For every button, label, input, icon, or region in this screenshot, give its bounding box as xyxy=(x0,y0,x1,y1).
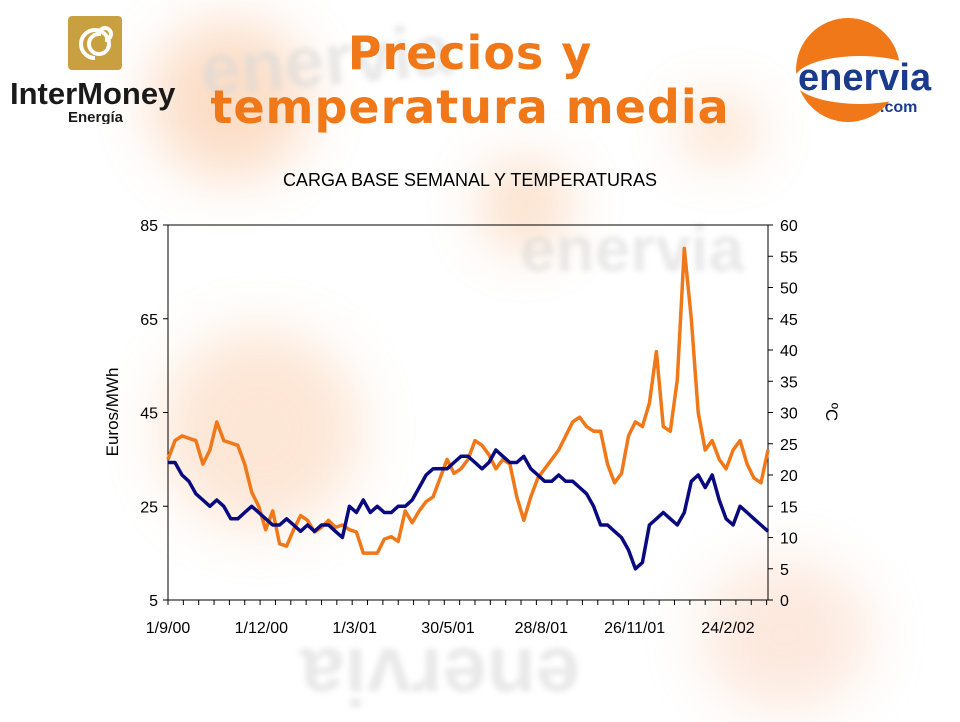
y-right-tick-label: 55 xyxy=(780,249,798,266)
intermoney-logo-mark: InterMoney Energía xyxy=(10,16,176,126)
y-axis-left-label: Euros/MWh xyxy=(103,368,122,457)
y-right-tick-label: 15 xyxy=(780,499,798,516)
y-left-tick-label: 85 xyxy=(140,218,158,235)
x-tick-label: 26/11/01 xyxy=(604,620,665,637)
slide-title-line-2: temperatura media xyxy=(210,80,730,134)
enervia-sub-text: .com xyxy=(880,99,917,116)
chart-ticks: 5 25 45 65 85 0 5 10 15 20 25 30 35 40 45 50 55 60 1/9/00 1… xyxy=(140,218,798,637)
enervia-logo: enervia .com xyxy=(768,12,958,122)
y-right-tick-label: 50 xyxy=(780,281,798,298)
y-right-tick-label: 35 xyxy=(780,374,798,391)
slide-title-line-1: Precios y xyxy=(347,26,593,80)
y-right-tick-label: 25 xyxy=(780,437,798,454)
x-tick-label: 1/9/00 xyxy=(146,620,191,637)
y-left-tick-label: 45 xyxy=(140,406,158,423)
background-orange-blob-2 xyxy=(160,330,360,530)
y-right-tick-label: 0 xyxy=(780,593,789,610)
intermoney-sub-text: Energía xyxy=(68,109,124,124)
y-right-tick-label: 30 xyxy=(780,406,798,423)
y-right-tick-label: 40 xyxy=(780,343,798,360)
x-tick-label: 28/8/01 xyxy=(515,620,568,637)
y-left-tick-label: 5 xyxy=(149,593,158,610)
price-series-line xyxy=(166,246,770,555)
chart-series-layer xyxy=(166,246,770,571)
y-right-tick-label: 45 xyxy=(780,312,798,329)
y-right-tick-label: 10 xyxy=(780,531,798,548)
slide-title: Precios y temperatura media xyxy=(190,26,750,134)
intermoney-brand-text: InterMoney xyxy=(10,76,176,111)
y-axis-right-label: ºC xyxy=(822,403,841,422)
background-orange-blob-4 xyxy=(700,560,870,710)
y-right-tick-label: 60 xyxy=(780,218,798,235)
background-orange-blob-3 xyxy=(480,160,570,250)
x-tick-label: 24/2/02 xyxy=(701,620,754,637)
x-tick-label: 30/5/01 xyxy=(421,620,474,637)
enervia-brand-text: enervia xyxy=(798,57,932,99)
y-left-tick-label: 25 xyxy=(140,499,158,516)
chart-title: CARGA BASE SEMANAL Y TEMPERATURAS xyxy=(282,170,658,190)
enervia-logo-mark: enervia .com xyxy=(794,18,932,122)
temperature-series-line xyxy=(168,448,770,571)
intermoney-logo: InterMoney Energía xyxy=(8,14,183,126)
y-right-tick-label: 20 xyxy=(780,468,798,485)
chart-axes xyxy=(167,224,769,601)
y-right-tick-label: 5 xyxy=(780,562,789,579)
x-tick-label: 1/3/01 xyxy=(332,620,377,637)
x-tick-label: 1/12/00 xyxy=(235,620,288,637)
y-left-tick-label: 65 xyxy=(140,312,158,329)
background-orange-blob-5 xyxy=(680,100,760,160)
background-orange-blob xyxy=(150,20,310,180)
